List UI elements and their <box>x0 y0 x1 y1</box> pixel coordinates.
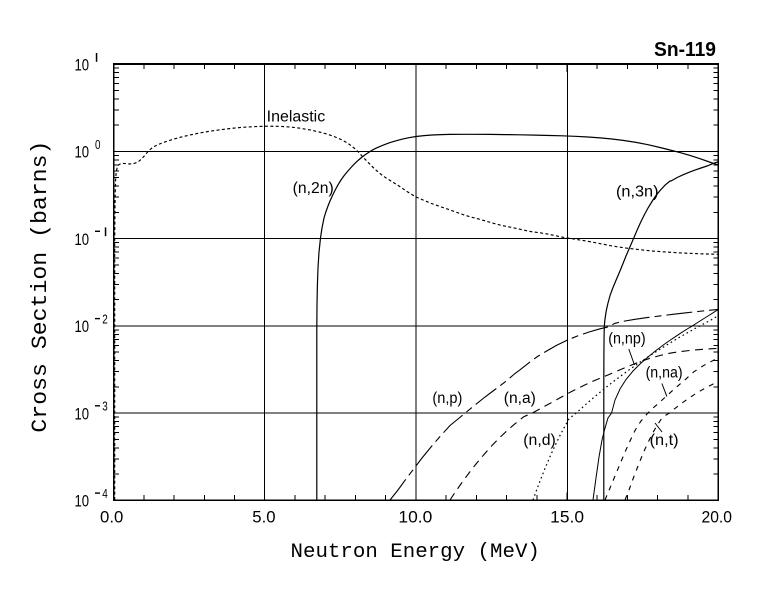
svg-text:(n,a): (n,a) <box>504 390 536 407</box>
svg-text:0: 0 <box>95 137 101 152</box>
svg-text:3: 3 <box>102 399 108 414</box>
svg-text:10: 10 <box>75 230 90 249</box>
svg-text:2: 2 <box>102 311 108 326</box>
svg-text:0.0: 0.0 <box>100 508 123 527</box>
svg-text:Neutron Energy (MeV): Neutron Energy (MeV) <box>291 541 540 564</box>
svg-text:10.0: 10.0 <box>398 508 432 527</box>
svg-text:10: 10 <box>75 404 90 423</box>
svg-text:4: 4 <box>102 486 108 501</box>
svg-text:Sn-119: Sn-119 <box>654 38 716 61</box>
svg-text:Cross Section (barns): Cross Section (barns) <box>28 141 53 433</box>
svg-text:(n,na): (n,na) <box>646 365 683 382</box>
svg-text:5.0: 5.0 <box>252 508 275 527</box>
svg-text:10: 10 <box>75 492 90 511</box>
svg-text:20.0: 20.0 <box>702 508 733 527</box>
svg-text:Inelastic: Inelastic <box>267 109 326 126</box>
svg-text:(n,t): (n,t) <box>650 432 679 449</box>
svg-text:(n,d): (n,d) <box>523 432 556 449</box>
svg-text:(n,3n): (n,3n) <box>616 184 659 201</box>
svg-text:10: 10 <box>75 143 90 162</box>
svg-text:(n,2n): (n,2n) <box>293 180 334 197</box>
svg-text:10: 10 <box>75 55 90 74</box>
svg-text:(n,p): (n,p) <box>432 390 462 407</box>
svg-text:(n,np): (n,np) <box>608 331 645 348</box>
svg-text:15.0: 15.0 <box>550 508 584 527</box>
svg-text:10: 10 <box>75 317 90 336</box>
